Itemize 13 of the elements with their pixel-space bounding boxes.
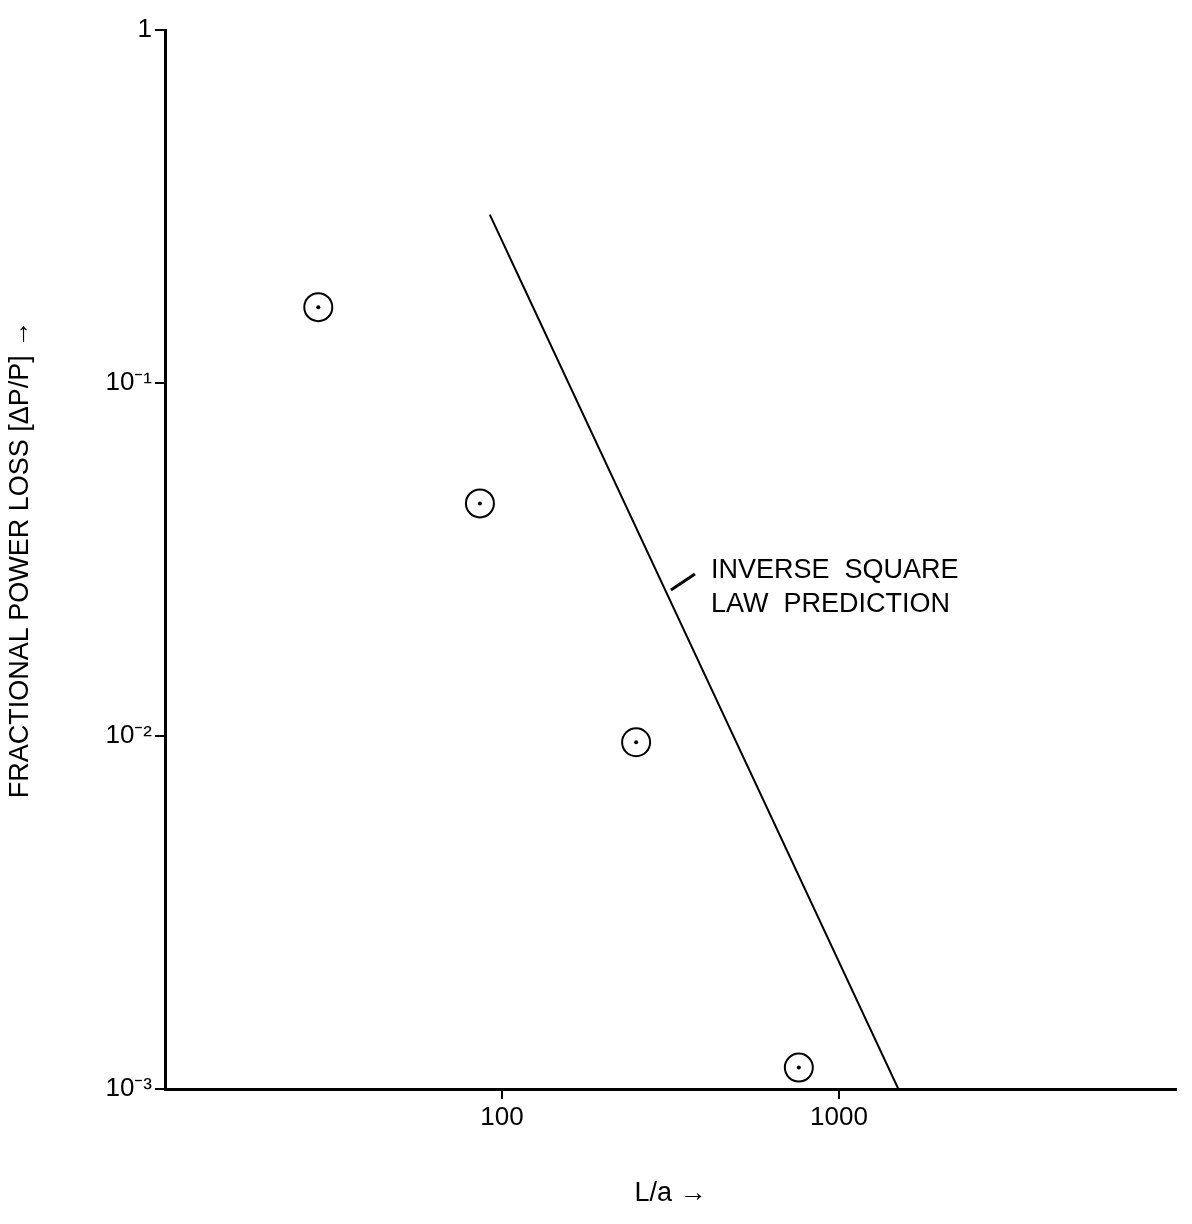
point (621, 727, 652, 758)
annotation: INVERSE SQUARE LAW PREDICTION (710, 553, 959, 618)
x-axis-title: L/a → (634, 1177, 707, 1208)
x-tick-label: 1000 (810, 1100, 868, 1131)
point (303, 292, 334, 323)
y-tick-label: 10⁻¹ (105, 366, 153, 397)
x-tick-label: 100 (480, 1100, 524, 1131)
y-axis-title: FRACTIONAL POWER LOSS [ΔP/P] → (3, 320, 34, 799)
point (464, 488, 495, 519)
y-tick-label: 10⁻² (105, 719, 153, 750)
y-tick-label: 1 (137, 13, 152, 44)
y-tick-label: 10⁻³ (105, 1072, 153, 1103)
point (783, 1052, 814, 1083)
